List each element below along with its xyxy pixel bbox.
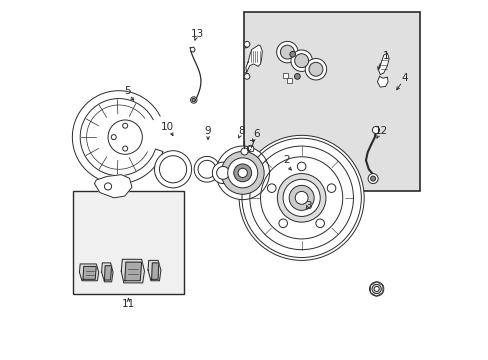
- Text: 8: 8: [238, 126, 244, 136]
- Circle shape: [227, 158, 257, 188]
- Circle shape: [238, 168, 247, 177]
- Circle shape: [278, 219, 287, 228]
- Circle shape: [294, 73, 300, 79]
- Text: 4: 4: [400, 73, 407, 83]
- Circle shape: [283, 179, 320, 216]
- Circle shape: [315, 219, 324, 228]
- Polygon shape: [245, 42, 248, 48]
- Circle shape: [308, 62, 322, 76]
- Circle shape: [276, 41, 298, 63]
- Circle shape: [371, 284, 381, 294]
- Circle shape: [289, 51, 295, 57]
- Circle shape: [367, 174, 377, 184]
- Polygon shape: [377, 76, 387, 87]
- Circle shape: [216, 166, 229, 179]
- Text: 7: 7: [247, 140, 254, 150]
- Polygon shape: [245, 45, 262, 73]
- Circle shape: [212, 162, 233, 184]
- Polygon shape: [151, 263, 159, 279]
- Polygon shape: [72, 91, 163, 184]
- Circle shape: [154, 151, 191, 188]
- Circle shape: [295, 192, 307, 204]
- Circle shape: [111, 135, 116, 140]
- Bar: [244, 12, 419, 191]
- Text: 2: 2: [283, 156, 289, 165]
- Circle shape: [294, 54, 308, 68]
- Text: 3: 3: [305, 201, 311, 211]
- Circle shape: [372, 126, 379, 134]
- Polygon shape: [121, 259, 144, 283]
- Polygon shape: [148, 260, 161, 281]
- Circle shape: [305, 59, 326, 80]
- Circle shape: [288, 185, 313, 210]
- Circle shape: [108, 120, 142, 154]
- Polygon shape: [190, 47, 195, 52]
- Circle shape: [370, 176, 375, 181]
- Circle shape: [122, 146, 127, 151]
- Text: 5: 5: [124, 86, 130, 96]
- Polygon shape: [80, 264, 99, 281]
- Circle shape: [190, 97, 197, 103]
- Text: 6: 6: [253, 129, 260, 139]
- Circle shape: [247, 145, 253, 152]
- Text: 10: 10: [161, 122, 174, 132]
- Circle shape: [326, 184, 335, 193]
- Circle shape: [267, 184, 276, 193]
- Polygon shape: [102, 263, 113, 282]
- Circle shape: [239, 135, 364, 260]
- Circle shape: [369, 282, 383, 296]
- Bar: [73, 191, 183, 294]
- Polygon shape: [83, 266, 96, 279]
- Circle shape: [159, 156, 186, 183]
- Text: 13: 13: [190, 29, 203, 39]
- Circle shape: [221, 152, 264, 194]
- Circle shape: [373, 287, 378, 292]
- Circle shape: [122, 123, 127, 128]
- Bar: [286, 78, 291, 83]
- Circle shape: [192, 98, 195, 102]
- Circle shape: [290, 50, 312, 71]
- Circle shape: [280, 45, 294, 59]
- Circle shape: [277, 174, 325, 222]
- Circle shape: [241, 148, 247, 155]
- Circle shape: [244, 41, 249, 47]
- Text: 1: 1: [382, 51, 389, 61]
- Bar: [282, 73, 287, 78]
- Circle shape: [104, 183, 111, 190]
- Polygon shape: [124, 262, 142, 281]
- Text: 12: 12: [374, 126, 387, 136]
- Bar: [247, 146, 253, 152]
- Polygon shape: [94, 175, 132, 198]
- Circle shape: [216, 146, 269, 200]
- Polygon shape: [104, 266, 111, 280]
- Circle shape: [297, 162, 305, 171]
- Circle shape: [244, 73, 249, 79]
- Polygon shape: [245, 73, 248, 78]
- Polygon shape: [378, 53, 388, 75]
- Circle shape: [233, 164, 251, 182]
- Text: 11: 11: [122, 299, 135, 309]
- Text: 9: 9: [204, 126, 211, 136]
